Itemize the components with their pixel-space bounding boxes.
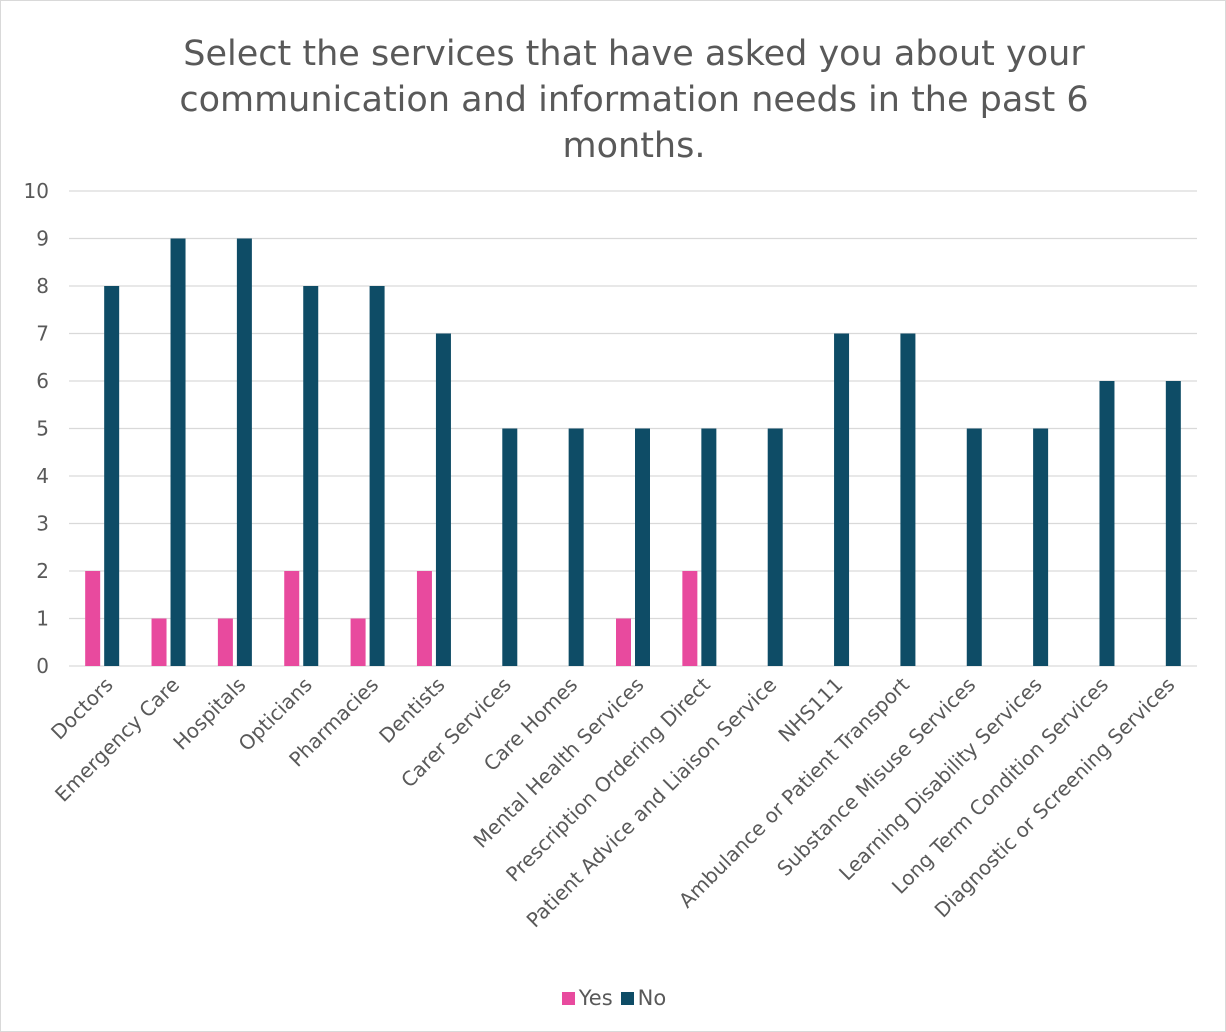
y-tick-label: 2: [36, 559, 49, 583]
bar-no-16: [1165, 381, 1181, 666]
bar-no-12: [900, 333, 916, 666]
y-tick-label: 1: [36, 607, 49, 631]
bar-no-10: [767, 428, 783, 666]
y-tick-label: 3: [36, 512, 49, 536]
legend-label-no: No: [637, 986, 667, 1010]
bar-yes-8: [616, 618, 631, 666]
y-tick-label: 6: [36, 369, 49, 393]
bar-no-11: [834, 333, 850, 666]
bar-yes-1: [151, 618, 167, 666]
bar-no-8: [635, 428, 650, 666]
legend: Yes No: [1, 986, 1226, 1010]
y-tick-label: 5: [36, 417, 49, 441]
bar-no-15: [1099, 381, 1115, 666]
bar-no-4: [369, 286, 385, 666]
y-tick-label: 9: [36, 227, 49, 251]
bar-no-2: [236, 238, 252, 666]
bar-yes-9: [682, 571, 698, 666]
y-tick-label: 7: [36, 322, 49, 346]
chart-title: Select the services that have asked you …: [179, 34, 1089, 166]
bar-yes-2: [217, 618, 233, 666]
legend-swatch-no: [620, 991, 634, 1005]
legend-item-yes: Yes: [561, 986, 613, 1010]
bar-no-1: [170, 238, 186, 666]
bar-yes-0: [85, 571, 101, 666]
bars: [85, 238, 1181, 666]
x-tick-label: Emergency Care: [50, 673, 184, 807]
gridlines: [69, 190, 1197, 667]
y-tick-label: 8: [36, 274, 49, 298]
bar-yes-5: [416, 571, 432, 666]
legend-label-yes: Yes: [578, 986, 613, 1010]
legend-item-no: No: [620, 986, 667, 1010]
bar-yes-3: [284, 571, 300, 666]
x-tick-label: Patient Advice and Liaison Service: [522, 673, 782, 933]
bar-no-14: [1033, 428, 1049, 666]
bar-yes-4: [350, 618, 366, 666]
bar-no-5: [435, 333, 451, 666]
bar-no-7: [568, 428, 584, 666]
y-tick-label: 10: [24, 179, 49, 203]
y-tick-label: 0: [36, 654, 49, 678]
y-tick-label: 4: [36, 464, 49, 488]
bar-no-9: [701, 428, 717, 666]
bar-no-0: [104, 286, 120, 666]
bar-no-13: [966, 428, 982, 666]
x-tick-label: Diagnostic or Screening Services: [930, 673, 1180, 923]
y-axis-tick-labels: 0 1 2 3 4 5 6 7 8 9 10: [24, 179, 49, 678]
bar-no-6: [502, 428, 518, 666]
bar-no-3: [303, 286, 319, 666]
legend-swatch-yes: [561, 991, 575, 1005]
